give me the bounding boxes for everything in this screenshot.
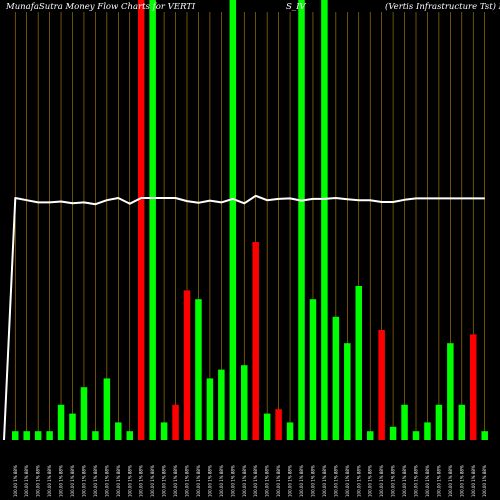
bar-35 — [412, 431, 420, 440]
x-tick-label: 100.00 1% 88% — [345, 465, 350, 497]
chart-title-left: MunafaSutra Money Flow Charts for VERTI — [5, 2, 196, 12]
bar-41 — [481, 431, 488, 440]
bar-12 — [149, 0, 156, 440]
bar-9 — [115, 422, 122, 440]
x-tick-label: 100.00 1% 88% — [185, 465, 190, 497]
x-tick-label: 100.00 1% 88% — [414, 465, 419, 497]
bar-10 — [126, 431, 133, 440]
bar-21 — [252, 242, 259, 440]
x-tick-label: 100.00 1% 88% — [482, 465, 487, 497]
bar-13 — [160, 422, 168, 440]
bar-7 — [92, 431, 99, 440]
price-line — [3, 194, 485, 441]
x-tick-label: 100.00 1% 88% — [402, 465, 407, 497]
bar-23 — [275, 409, 282, 440]
bar-25 — [298, 0, 305, 440]
bar-24 — [286, 422, 294, 440]
bar-14 — [172, 404, 179, 440]
x-tick-label: 100.00 1% 88% — [276, 465, 281, 497]
bar-37 — [435, 404, 443, 440]
bar-3 — [46, 431, 53, 440]
bar-19 — [229, 0, 237, 440]
price-line-path — [3, 194, 485, 441]
bar-17 — [206, 378, 214, 440]
x-tick-label: 100.00 1% 88% — [436, 465, 441, 497]
x-tick-label: 100.00 1% 88% — [265, 465, 270, 497]
bar-38 — [447, 343, 454, 440]
bar-16 — [195, 299, 202, 440]
x-tick-label: 100.00 1% 88% — [150, 465, 155, 497]
bar-34 — [401, 404, 408, 440]
x-tick-label: 100.00 1% 88% — [288, 465, 293, 497]
bar-11 — [137, 0, 145, 440]
x-tick-label: 100.00 1% 88% — [425, 465, 430, 497]
x-tick-label: 100.00 1% 88% — [322, 465, 327, 497]
x-tick-label: 100.00 1% 88% — [333, 465, 338, 497]
x-tick-label: 100.00 1% 88% — [471, 465, 476, 497]
bar-0 — [12, 431, 19, 440]
bar-18 — [218, 369, 225, 440]
bar-5 — [69, 413, 76, 440]
bar-36 — [424, 422, 431, 440]
x-tick-label: 100.00 1% 88% — [104, 465, 109, 497]
bar-2 — [34, 431, 42, 440]
x-tick-label: 100.00 1% 88% — [310, 465, 315, 497]
x-tick-label: 100.00 1% 88% — [70, 465, 75, 497]
x-tick-label: 100.00 1% 88% — [127, 465, 132, 497]
x-tick-label: 100.00 1% 88% — [391, 465, 396, 497]
x-tick-label: 100.00 1% 88% — [299, 465, 304, 497]
x-tick-label: 100.00 1% 88% — [207, 465, 212, 497]
bar-6 — [80, 387, 88, 440]
x-tick-label: 100.00 1% 88% — [253, 465, 258, 497]
x-tick-label: 100.00 1% 88% — [81, 465, 86, 497]
x-tick-label: 100.00 1% 88% — [459, 465, 464, 497]
bar-8 — [103, 378, 111, 440]
bar-40 — [470, 334, 477, 440]
bar-26 — [309, 299, 317, 440]
chart-title-mid: S_IV — [286, 2, 306, 12]
bar-39 — [458, 404, 466, 440]
x-tick-label: 100.00 1% 88% — [59, 465, 64, 497]
bar-28 — [332, 316, 340, 440]
bar-33 — [389, 426, 397, 440]
x-tick-label: 100.00 1% 88% — [93, 465, 98, 497]
bar-4 — [57, 404, 65, 440]
bar-29 — [344, 343, 351, 440]
x-tick-label: 100.00 1% 88% — [36, 465, 41, 497]
x-tick-label: 100.00 1% 88% — [448, 465, 453, 497]
bar-20 — [241, 365, 248, 440]
x-tick-label: 100.00 1% 88% — [379, 465, 384, 497]
x-tick-label: 100.00 1% 88% — [242, 465, 247, 497]
x-tick-label: 100.00 1% 88% — [356, 465, 361, 497]
chart-title-right: (Vertis Infrastructure Tst) Munafa — [385, 1, 500, 12]
bar-32 — [378, 330, 385, 440]
x-tick-label: 100.00 1% 88% — [230, 465, 235, 497]
bar-27 — [321, 0, 328, 440]
bar-22 — [263, 413, 271, 440]
x-tick-label: 100.00 1% 88% — [162, 465, 167, 497]
x-tick-label: 100.00 1% 88% — [116, 465, 121, 497]
x-tick-label: 100.00 1% 88% — [139, 465, 144, 497]
x-tick-labels: 100.00 1% 88% 100.00 1% 88% 100.00 1% 88% 1… — [13, 465, 487, 497]
x-tick-label: 100.00 1% 88% — [219, 465, 224, 497]
bar-15 — [183, 290, 191, 440]
bars — [12, 0, 488, 440]
x-tick-label: 100.00 1% 88% — [47, 465, 52, 497]
bar-1 — [23, 431, 30, 440]
x-tick-label: 100.00 1% 88% — [368, 465, 373, 497]
x-tick-label: 100.00 1% 88% — [196, 465, 201, 497]
bar-30 — [355, 286, 362, 440]
x-tick-label: 100.00 1% 88% — [24, 465, 29, 497]
x-tick-label: 100.00 1% 88% — [173, 465, 178, 497]
x-tick-label: 100.00 1% 88% — [13, 465, 18, 497]
bar-31 — [366, 431, 374, 440]
